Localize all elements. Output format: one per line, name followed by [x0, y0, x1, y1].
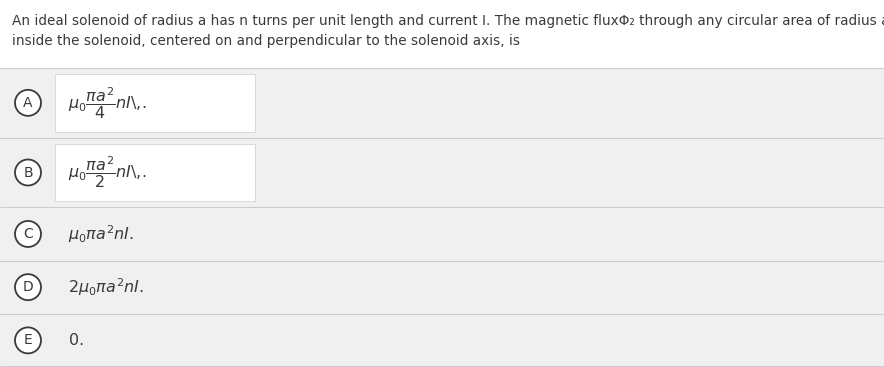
Circle shape: [15, 327, 41, 353]
Text: C: C: [23, 227, 33, 241]
Text: $\mu_0 \pi a^2 nI.$: $\mu_0 \pi a^2 nI.$: [68, 223, 134, 245]
Bar: [55, 74, 255, 132]
Text: D: D: [23, 280, 34, 294]
Text: B: B: [23, 166, 33, 179]
Circle shape: [15, 160, 41, 185]
Text: A: A: [23, 96, 33, 110]
Text: $0.$: $0.$: [68, 333, 84, 348]
Bar: [55, 143, 255, 201]
Circle shape: [15, 221, 41, 247]
Text: inside the solenoid, centered on and perpendicular to the solenoid axis, is: inside the solenoid, centered on and per…: [12, 34, 520, 48]
Circle shape: [15, 274, 41, 300]
Bar: [0, 68, 884, 367]
Text: $\mu_0 \dfrac{\pi a^2}{4} nI$\,.: $\mu_0 \dfrac{\pi a^2}{4} nI$\,.: [68, 85, 147, 121]
Text: E: E: [24, 333, 33, 348]
Text: $\mu_0 \dfrac{\pi a^2}{2} nI$\,.: $\mu_0 \dfrac{\pi a^2}{2} nI$\,.: [68, 155, 147, 190]
Text: $2\mu_0 \pi a^2 nI.$: $2\mu_0 \pi a^2 nI.$: [68, 276, 144, 298]
Text: An ideal solenoid of radius a has n turns per unit length and current I. The mag: An ideal solenoid of radius a has n turn…: [12, 14, 884, 28]
Bar: [0, 0, 884, 68]
Circle shape: [15, 90, 41, 116]
